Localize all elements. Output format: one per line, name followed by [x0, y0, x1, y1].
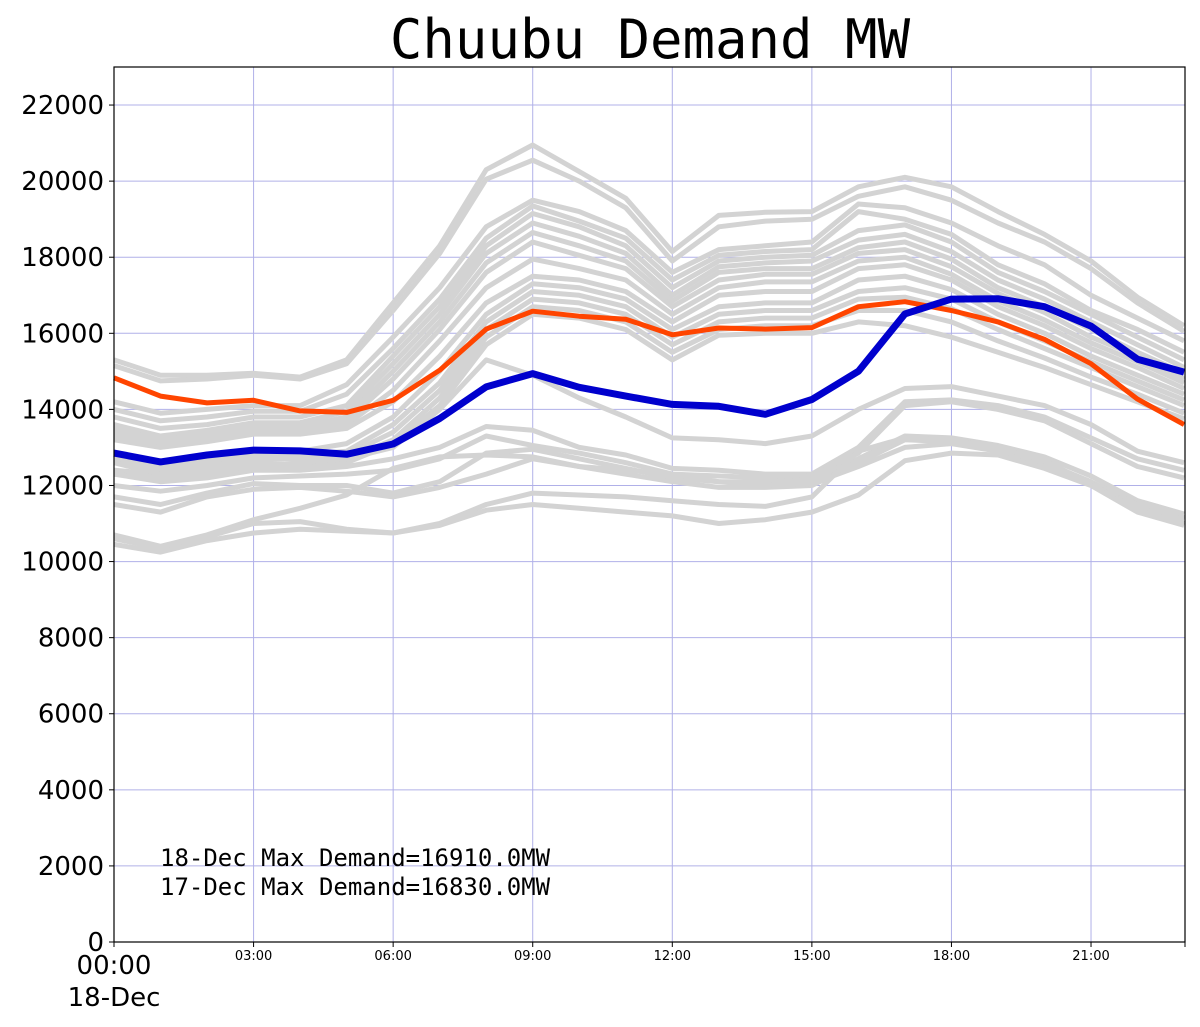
- y-tick-label: 0: [87, 928, 104, 958]
- plot-frame: [113, 66, 1186, 943]
- history-line: [113, 399, 1185, 494]
- chart-title: Chuubu Demand MW: [390, 8, 911, 71]
- y-axis-ticks: 0 2000 4000 6000 8000 10000 12000 14000 16000 180…: [21, 91, 114, 958]
- x-tick-label: 06:00: [374, 949, 411, 964]
- y-tick-label: 10000: [21, 548, 104, 578]
- x-tick-label: 09:00: [514, 949, 551, 964]
- history-line: [113, 262, 1186, 450]
- y-tick-label: 12000: [21, 471, 104, 501]
- y-tick-label: 14000: [21, 395, 104, 425]
- history-line: [113, 441, 1185, 549]
- y-tick-label: 4000: [38, 776, 104, 806]
- x-tick-label: 00:00: [77, 951, 152, 981]
- x-tick-sublabel: 18-Dec: [68, 983, 161, 1013]
- history-line: [113, 357, 1185, 477]
- x-tick-label: 21:00: [1072, 949, 1109, 964]
- y-tick-label: 16000: [21, 319, 104, 349]
- history-line: [113, 211, 1186, 431]
- history-line: [113, 157, 1186, 384]
- x-tick-label: 03:00: [235, 949, 272, 964]
- today-demand-line: [113, 295, 1186, 466]
- annotation-yesterday-max: 17-Dec Max Demand=16830.0MW: [160, 873, 551, 901]
- y-tick-label: 22000: [21, 91, 104, 121]
- y-tick-label: 6000: [38, 700, 104, 730]
- highlight-series: [113, 295, 1186, 466]
- x-tick-label: 12:00: [654, 949, 691, 964]
- history-line: [113, 435, 1185, 551]
- y-tick-label: 18000: [21, 243, 104, 273]
- annotation-today-max: 18-Dec Max Demand=16910.0MW: [160, 844, 551, 872]
- x-tick-label: 15:00: [793, 949, 830, 964]
- history-line: [113, 450, 1185, 555]
- history-series: [113, 142, 1186, 555]
- history-line: [113, 197, 1186, 416]
- x-tick-label: 18:00: [933, 949, 970, 964]
- history-line: [113, 311, 1185, 481]
- history-line: [113, 397, 1185, 485]
- y-tick-label: 20000: [21, 167, 104, 197]
- grid-lines: [114, 67, 1185, 943]
- y-tick-label: 8000: [38, 624, 104, 654]
- yesterday-demand-line: [113, 299, 1186, 427]
- y-tick-label: 2000: [38, 852, 104, 882]
- history-line: [113, 220, 1186, 439]
